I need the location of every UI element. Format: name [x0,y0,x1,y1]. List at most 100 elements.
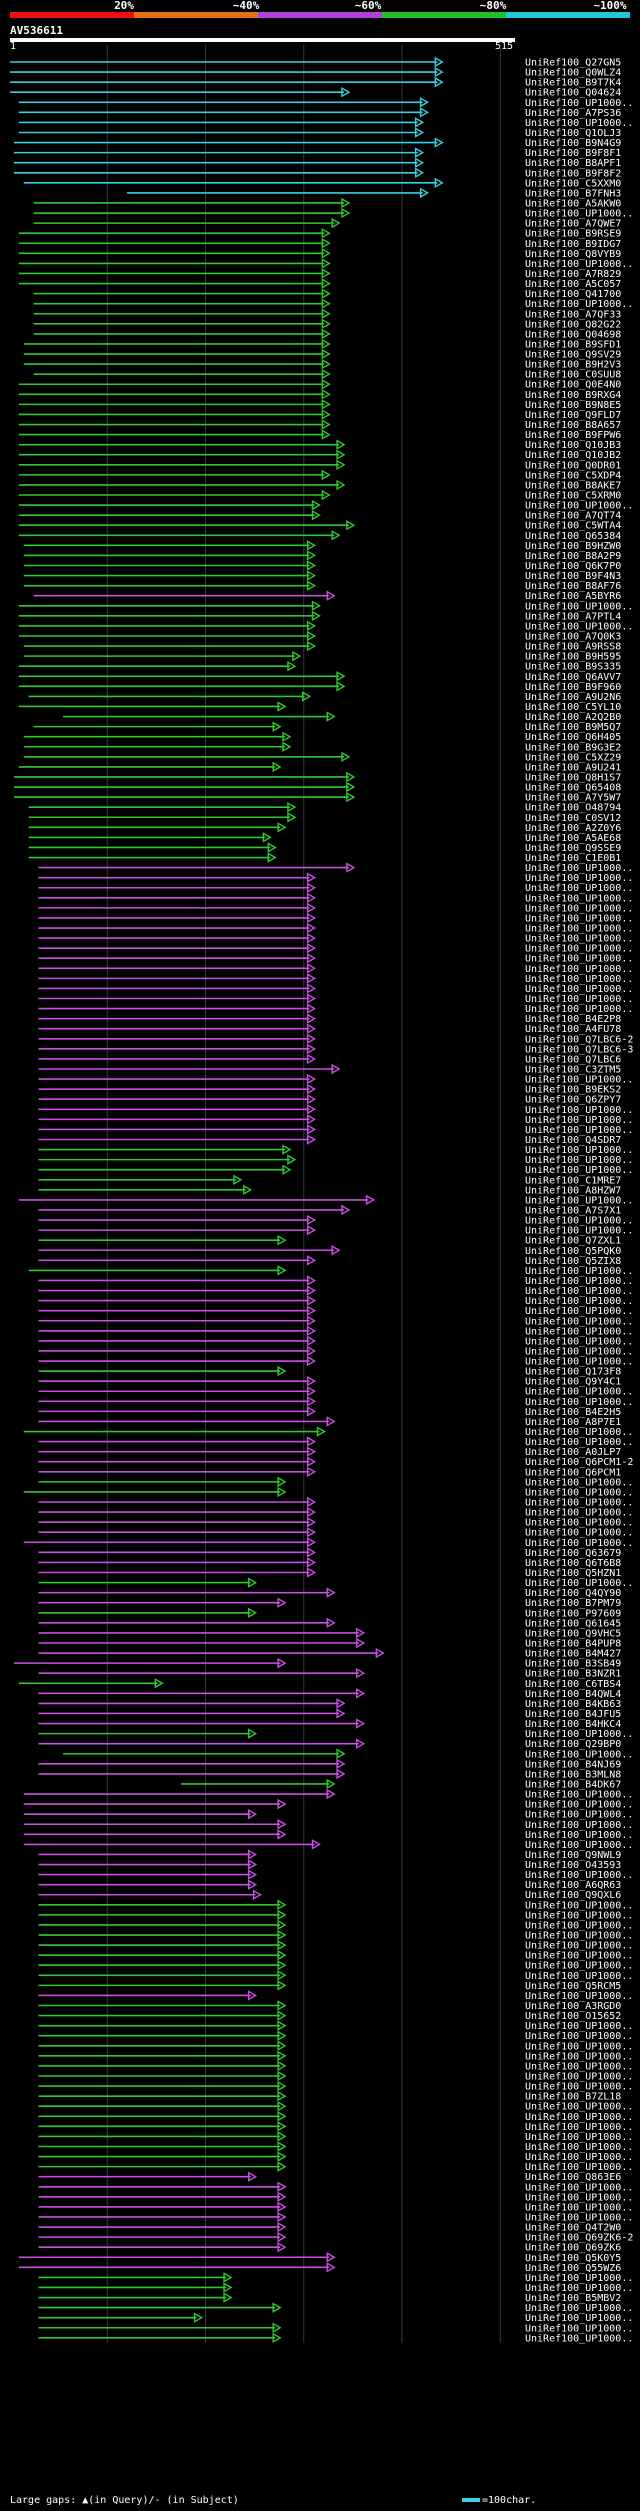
hit-label[interactable]: UniRef100_UP1000.. [525,1498,633,1509]
hit-label[interactable]: UniRef100_B9H2V3 [525,360,621,371]
hit-label[interactable]: UniRef100_UP1000.. [525,1820,633,1831]
hit-label[interactable]: UniRef100_UP1000.. [525,1125,633,1136]
hit-label[interactable]: UniRef100_B4PUP8 [525,1638,621,1649]
hit-label[interactable]: UniRef100_C5XXM0 [525,178,621,189]
hit-label[interactable]: UniRef100_Q69ZK6-2 [525,2233,633,2244]
hit-label[interactable]: UniRef100_B4M427 [525,1649,621,1660]
hit-label[interactable]: UniRef100_UP1000.. [525,2142,633,2153]
hit-label[interactable]: UniRef100_UP1000.. [525,2082,633,2093]
hit-label[interactable]: UniRef100_B7PM79 [525,1598,621,1609]
hit-label[interactable]: UniRef100_UP1000.. [525,118,633,129]
hit-label[interactable]: UniRef100_Q5HZN1 [525,1568,621,1579]
hit-label[interactable]: UniRef100_Q61645 [525,1618,621,1629]
hit-label[interactable]: UniRef100_B9FPW6 [525,430,621,441]
hit-label[interactable]: UniRef100_B4JFU5 [525,1709,621,1720]
hit-label[interactable]: UniRef100_UP1000.. [525,954,633,965]
hit-label[interactable]: UniRef100_UP1000.. [525,1216,633,1227]
hit-label[interactable]: UniRef100_UP1000.. [525,299,633,310]
hit-label[interactable]: UniRef100_UP1000.. [525,1840,633,1851]
hit-label[interactable]: UniRef100_Q8H1S7 [525,772,621,783]
hit-label[interactable]: UniRef100_UP1000.. [525,873,633,884]
hit-label[interactable]: UniRef100_C6TBS4 [525,1679,621,1690]
hit-label[interactable]: UniRef100_UP1000.. [525,2051,633,2062]
hit-label[interactable]: UniRef100_C0SUU8 [525,370,621,381]
hit-label[interactable]: UniRef100_A7Q0K3 [525,631,621,642]
hit-label[interactable]: UniRef100_Q8VYB9 [525,249,621,260]
hit-label[interactable]: UniRef100_UP1000.. [525,1165,633,1176]
hit-label[interactable]: UniRef100_A7PS36 [525,108,621,119]
hit-label[interactable]: UniRef100_UP1000.. [525,1951,633,1962]
hit-label[interactable]: UniRef100_UP1000.. [525,2132,633,2143]
hit-label[interactable]: UniRef100_Q7ZXL1 [525,1236,621,1247]
hit-label[interactable]: UniRef100_Q6PCM1 [525,1467,621,1478]
hit-label[interactable]: UniRef100_A5AE68 [525,833,621,844]
hit-label[interactable]: UniRef100_UP1000.. [525,98,633,109]
hit-label[interactable]: UniRef100_UP1000.. [525,1961,633,1972]
hit-label[interactable]: UniRef100_Q82G22 [525,319,621,330]
hit-label[interactable]: UniRef100_UP1000.. [525,1477,633,1488]
hit-label[interactable]: UniRef100_A2Z0Y6 [525,823,621,834]
hit-label[interactable]: UniRef100_Q0WLZ4 [525,68,621,79]
hit-label[interactable]: UniRef100_B9SFD1 [525,339,621,350]
hit-label[interactable]: UniRef100_C5XRM0 [525,491,621,502]
hit-label[interactable]: UniRef100_UP1000.. [525,1729,633,1740]
hit-label[interactable]: UniRef100_Q65408 [525,783,621,794]
hit-label[interactable]: UniRef100_B9F4N3 [525,571,621,582]
hit-label[interactable]: UniRef100_Q7LBC6-3 [525,1044,633,1055]
hit-label[interactable]: UniRef100_UP1000.. [525,2152,633,2163]
hit-label[interactable]: UniRef100_UP1000.. [525,1105,633,1116]
hit-label[interactable]: UniRef100_Q5PQK0 [525,1246,621,1257]
hit-label[interactable]: UniRef100_UP1000.. [525,1920,633,1931]
hit-label[interactable]: UniRef100_UP1000.. [525,1316,633,1327]
hit-label[interactable]: UniRef100_C1E0B1 [525,853,621,864]
hit-label[interactable]: UniRef100_UP1000.. [525,2202,633,2213]
hit-label[interactable]: UniRef100_Q5ZIX8 [525,1256,621,1267]
hit-label[interactable]: UniRef100_UP1000.. [525,974,633,985]
hit-label[interactable]: UniRef100_O48794 [525,803,621,814]
hit-label[interactable]: UniRef100_B9G3E2 [525,742,621,753]
hit-label[interactable]: UniRef100_A7S7X1 [525,1205,621,1216]
hit-label[interactable]: UniRef100_C3ZTM5 [525,1065,621,1076]
hit-label[interactable]: UniRef100_UP1000.. [525,1226,633,1237]
hit-label[interactable]: UniRef100_B4E2P8 [525,1014,621,1025]
hit-label[interactable]: UniRef100_UP1000.. [525,1487,633,1498]
hit-label[interactable]: UniRef100_Q6AVV7 [525,672,621,683]
hit-label[interactable]: UniRef100_UP1000.. [525,1326,633,1337]
hit-label[interactable]: UniRef100_B8AF76 [525,581,621,592]
hit-label[interactable]: UniRef100_UP1000.. [525,2021,633,2032]
hit-label[interactable]: UniRef100_B9H595 [525,652,621,663]
hit-label[interactable]: UniRef100_UP1000.. [525,1900,633,1911]
hit-label[interactable]: UniRef100_UP1000.. [525,2122,633,2133]
hit-label[interactable]: UniRef100_UP1000.. [525,1810,633,1821]
hit-label[interactable]: UniRef100_A7QF33 [525,309,621,320]
hit-label[interactable]: UniRef100_O15652 [525,2011,621,2022]
hit-label[interactable]: UniRef100_UP1000.. [525,2192,633,2203]
hit-label[interactable]: UniRef100_Q7LBC6 [525,1054,621,1065]
hit-label[interactable]: UniRef100_Q5RCM5 [525,1981,621,1992]
hit-label[interactable]: UniRef100_B9RXG4 [525,390,621,401]
hit-label[interactable]: UniRef100_UP1000.. [525,1749,633,1760]
hit-label[interactable]: UniRef100_Q29BP0 [525,1739,621,1750]
hit-label[interactable]: UniRef100_Q04698 [525,329,621,340]
hit-label[interactable]: UniRef100_UP1000.. [525,1931,633,1942]
hit-label[interactable]: UniRef100_B4DK67 [525,1779,621,1790]
hit-label[interactable]: UniRef100_UP1000.. [525,2031,633,2042]
hit-label[interactable]: UniRef100_C5XDP4 [525,470,621,481]
hit-label[interactable]: UniRef100_A5C057 [525,279,621,290]
hit-label[interactable]: UniRef100_UP1000.. [525,964,633,975]
hit-label[interactable]: UniRef100_Q4SDR7 [525,1135,621,1146]
hit-label[interactable]: UniRef100_UP1000.. [525,1578,633,1589]
hit-label[interactable]: UniRef100_B9IDG7 [525,239,621,250]
hit-label[interactable]: UniRef100_UP1000.. [525,1508,633,1519]
hit-label[interactable]: UniRef100_B3NZR1 [525,1669,621,1680]
hit-label[interactable]: UniRef100_UP1000.. [525,2162,633,2173]
hit-label[interactable]: UniRef100_UP1000.. [525,984,633,995]
hit-label[interactable]: UniRef100_Q9QXL6 [525,1890,621,1901]
hit-label[interactable]: UniRef100_B9EKS2 [525,1085,621,1096]
hit-label[interactable]: UniRef100_UP1000.. [525,2072,633,2083]
hit-label[interactable]: UniRef100_Q69ZK6 [525,2243,621,2254]
hit-label[interactable]: UniRef100_Q9VHC5 [525,1628,621,1639]
hit-label[interactable]: UniRef100_UP1000.. [525,1336,633,1347]
hit-label[interactable]: UniRef100_Q65384 [525,531,621,542]
hit-label[interactable]: UniRef100_UP1000.. [525,1397,633,1408]
